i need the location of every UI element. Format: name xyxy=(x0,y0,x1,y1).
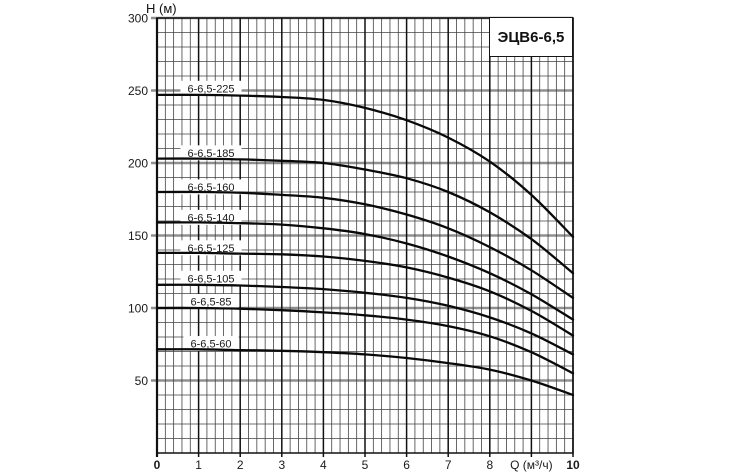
x-tick-label: 2 xyxy=(237,458,244,472)
curve-6-6,5-225 xyxy=(155,93,575,239)
curve-label-bg xyxy=(180,270,242,286)
curve-label-bg xyxy=(180,209,242,225)
y-tick-label: 300 xyxy=(128,12,148,26)
curve-label-bg xyxy=(183,336,239,352)
x-tick-label: 10 xyxy=(566,458,580,472)
curve-6-6,5-140 xyxy=(155,221,575,321)
y-tick-label: 50 xyxy=(135,374,149,388)
curve-label-bg xyxy=(180,240,242,256)
chart-title-box: ЭЦВ6-6,5 xyxy=(489,17,573,57)
y-axis-title: H (м) xyxy=(146,1,177,16)
curve-6-6,5-85 xyxy=(155,306,575,375)
x-tick-label: 5 xyxy=(362,458,369,472)
curve-label-bg xyxy=(183,293,239,309)
x-tick-label: 7 xyxy=(445,458,452,472)
curve-6-6,5-185 xyxy=(155,157,575,275)
y-tick-label: 200 xyxy=(128,157,148,171)
x-tick-label: 8 xyxy=(486,458,493,472)
curve-label-6-6,5-105: 6-6,5-105 xyxy=(187,273,234,285)
y-tick-label: 100 xyxy=(128,302,148,316)
curve-6-6,5-125 xyxy=(155,251,575,337)
curve-label-bg xyxy=(180,80,242,96)
y-tick-label: 250 xyxy=(128,84,148,98)
x-tick-label: 1 xyxy=(195,458,202,472)
x-tick-label: 4 xyxy=(320,458,327,472)
x-tick-label: 6 xyxy=(403,458,410,472)
x-axis-title: Q (м³/ч) xyxy=(510,458,553,472)
curve-label-6-6,5-85: 6-6,5-85 xyxy=(191,296,232,308)
chart-title: ЭЦВ6-6,5 xyxy=(497,28,565,46)
curve-label-6-6,5-185: 6-6,5-185 xyxy=(187,148,234,160)
curve-6-6,5-160 xyxy=(155,190,575,300)
curve-label-bg xyxy=(180,179,242,195)
x-tick-label: 0 xyxy=(154,458,161,472)
y-tick-label: 150 xyxy=(128,229,148,243)
curve-label-bg xyxy=(180,145,242,161)
curve-6-6,5-105 xyxy=(155,283,575,356)
x-tick-label: 3 xyxy=(278,458,285,472)
curve-6-6,5-60 xyxy=(155,348,575,397)
curve-label-6-6,5-60: 6-6,5-60 xyxy=(191,339,232,351)
curve-label-6-6,5-225: 6-6,5-225 xyxy=(187,83,234,95)
